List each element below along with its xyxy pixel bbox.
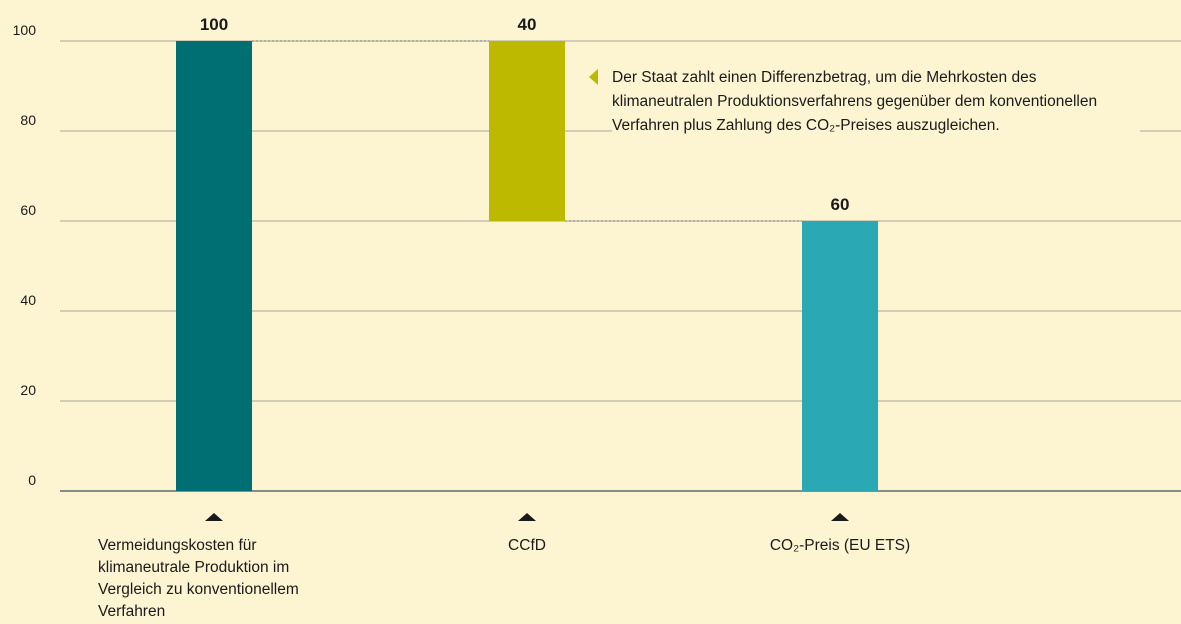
bar	[176, 41, 252, 491]
category-marker	[831, 513, 849, 521]
x-tick-label: CO₂-Preis (EU ETS)	[769, 537, 911, 554]
y-tick-label: 0	[28, 472, 36, 488]
annotation: Der Staat zahlt einen Differenzbetrag, u…	[612, 66, 1140, 138]
value-label: 60	[831, 195, 850, 214]
bar	[802, 221, 878, 491]
bar	[489, 41, 565, 221]
y-tick-label: 40	[20, 292, 36, 308]
annotation-marker	[589, 69, 598, 85]
value-label: 100	[200, 15, 228, 34]
y-tick-label: 20	[20, 382, 36, 398]
y-tick-label: 80	[20, 112, 36, 128]
y-tick-label: 60	[20, 202, 36, 218]
category-marker	[205, 513, 223, 521]
x-tick-label: Vermeidungskosten für klimaneutrale Prod…	[98, 537, 299, 620]
value-label: 40	[518, 15, 537, 34]
y-tick-label: 100	[13, 22, 37, 38]
category-marker	[518, 513, 536, 521]
x-tick-label: CCfD	[508, 537, 546, 554]
